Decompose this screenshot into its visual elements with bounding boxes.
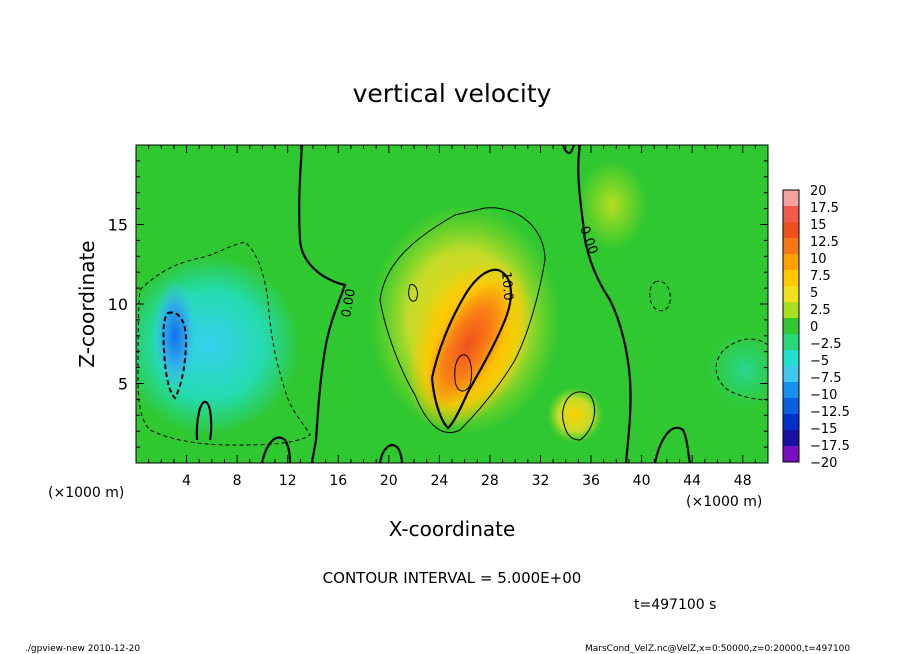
colorbar-swatch xyxy=(783,350,799,367)
colorbar-label: 0 xyxy=(810,320,818,335)
colorbar-label: −15 xyxy=(810,422,837,437)
contour-label-ten: 10.0 xyxy=(498,271,515,301)
colorbar-swatch xyxy=(783,190,799,207)
footer-right: MarsCond_VelZ.nc@VelZ,x=0:50000,z=0:2000… xyxy=(585,644,850,654)
x-tick-label: 40 xyxy=(633,473,651,489)
y-axis-label: Z-coordinate xyxy=(75,240,99,367)
contour-five-isolated xyxy=(408,283,418,302)
y-tick-label: 10 xyxy=(108,295,128,314)
x-tick-label: 28 xyxy=(481,473,499,489)
contour-zero-right xyxy=(577,145,632,463)
colorbar-label: −7.5 xyxy=(810,371,842,386)
contour-fifteen xyxy=(454,354,473,392)
colorbar-swatch xyxy=(783,302,799,319)
colorbar-swatch xyxy=(783,430,799,447)
contour-neg-ten xyxy=(162,311,188,400)
colorbar-label: −10 xyxy=(810,388,837,403)
colorbar-label: 2.5 xyxy=(810,303,831,318)
x-tick-label: 36 xyxy=(582,473,600,489)
colorbar-label: 12.5 xyxy=(810,235,839,250)
colorbar-swatch xyxy=(783,254,799,271)
colorbar-swatch xyxy=(783,414,799,431)
contour-five-small xyxy=(562,391,595,441)
colorbar-swatch xyxy=(783,446,799,463)
x-axis: 4 8 12 16 20 24 28 32 36 40 44 48 xyxy=(148,145,756,489)
downdraft-region-right xyxy=(705,330,768,410)
colorbar-label: −20 xyxy=(810,456,837,471)
colorbar-swatch xyxy=(783,382,799,399)
x-tick-label: 12 xyxy=(279,473,297,489)
footer-left: ./gpview-new 2010-12-20 xyxy=(25,644,140,654)
contour-zero-small-1 xyxy=(195,400,213,441)
updraft-region-small xyxy=(547,387,603,443)
colorbar-swatch xyxy=(783,334,799,351)
contour-neg-five-right xyxy=(715,338,768,401)
x-tick-label: 20 xyxy=(380,473,398,489)
colorbar-label: 15 xyxy=(810,218,827,233)
contour-zero-top xyxy=(562,145,575,154)
colorbar-swatch xyxy=(783,270,799,287)
colorbar: 20 17.5 15 12.5 10 7.5 5 2.5 0 −2.5 −5 −7.5 −10 −12.5… xyxy=(782,184,850,471)
contour-neg-five xyxy=(137,241,311,446)
plot-area: 0.00 10.0 0.00 xyxy=(136,145,768,463)
colorbar-label: −17.5 xyxy=(810,439,850,454)
contour-zero-small-4 xyxy=(653,426,692,463)
x-unit-left: (×1000 m) xyxy=(48,485,124,501)
contour-ten xyxy=(430,268,512,430)
downdraft-region-core xyxy=(153,280,197,390)
x-tick-label: 44 xyxy=(683,473,701,489)
colorbar-label: −2.5 xyxy=(810,337,842,352)
x-tick-label: 4 xyxy=(182,473,191,489)
chart-title: vertical velocity xyxy=(353,79,552,108)
contour-five xyxy=(379,207,546,433)
contour-interval-text: CONTOUR INTERVAL = 5.000E+00 xyxy=(323,569,582,587)
time-label: t=497100 s xyxy=(634,597,716,613)
contour-zero-left xyxy=(298,145,347,463)
contour-label-zero-left: 0.00 xyxy=(339,288,359,319)
y-tick-label: 5 xyxy=(118,375,128,394)
x-tick-label: 32 xyxy=(532,473,550,489)
colorbar-label: 5 xyxy=(810,286,818,301)
x-axis-label: X-coordinate xyxy=(389,517,516,541)
colorbar-label: 20 xyxy=(810,184,827,199)
colorbar-swatch xyxy=(783,366,799,383)
colorbar-label: 7.5 xyxy=(810,269,831,284)
colorbar-swatch xyxy=(783,318,799,335)
updraft-region-lime xyxy=(577,160,647,250)
x-tick-label: 24 xyxy=(430,473,448,489)
y-axis: 5 10 15 xyxy=(108,160,768,448)
colorbar-label: 17.5 xyxy=(810,201,839,216)
x-tick-label: 8 xyxy=(233,473,242,489)
contour-neg-five-small xyxy=(649,280,671,312)
x-tick-label: 16 xyxy=(329,473,347,489)
updraft-region-core xyxy=(425,281,511,409)
contour-zero-small-2 xyxy=(260,436,292,463)
colorbar-label: −5 xyxy=(810,354,829,369)
y-tick-label: 15 xyxy=(108,216,128,235)
colorbar-swatch xyxy=(783,286,799,303)
colorbar-swatch xyxy=(783,398,799,415)
colorbar-frame xyxy=(782,189,800,463)
colorbar-label: −12.5 xyxy=(810,405,850,420)
colorbar-swatch xyxy=(783,222,799,239)
colorbar-swatch xyxy=(783,206,799,223)
x-unit-right: (×1000 m) xyxy=(686,494,762,510)
x-tick-label: 48 xyxy=(734,473,752,489)
colorbar-label: 10 xyxy=(810,252,827,267)
colorbar-swatch xyxy=(783,238,799,255)
